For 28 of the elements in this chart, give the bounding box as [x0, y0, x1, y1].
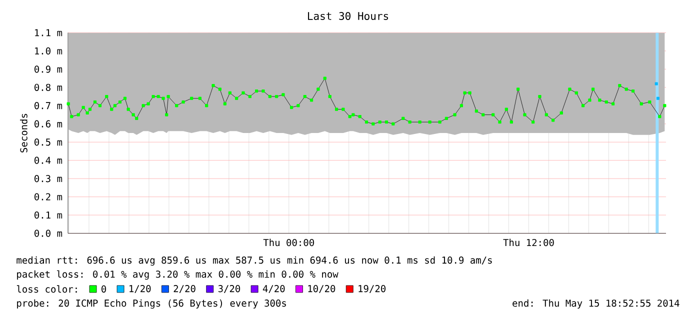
x-tick-label: Thu 00:00	[263, 238, 314, 246]
legend-label: 4/20	[262, 285, 285, 293]
legend-label: 1/20	[130, 285, 151, 293]
legend-label: 19/20	[358, 285, 386, 293]
x-tick-label: Thu 12:00	[503, 238, 554, 246]
y-tick-label: 0.4 m	[34, 156, 62, 164]
y-tick-label: 0.6 m	[34, 120, 62, 128]
y-tick-label: 1.0 m	[35, 47, 62, 55]
y-axis-title: Seconds	[20, 114, 28, 152]
legend-label: 0	[102, 285, 106, 293]
y-tick-label: 1.1 m	[35, 29, 62, 36]
text: end: Thu May 15 18:52:55 2014	[512, 299, 680, 309]
text: median rtt: 696.6 us avg 859.6 us max 587.5 us min 694.6 us now 0.1 ms sd 10.9 am/s	[16, 256, 492, 266]
y-tick-label: 0.1 m	[34, 211, 62, 219]
y-tick-label: 0.2 m	[34, 193, 62, 200]
legend-label: 10/20	[308, 285, 336, 293]
y-tick-label: 0.8 m	[34, 84, 62, 92]
legend-label: 2/20	[174, 285, 196, 293]
y-tick-label: 0.7 m	[34, 102, 62, 110]
text: probe: 20 ICMP Echo Pings (56 Bytes) every 300s	[17, 299, 286, 309]
text: packet loss: 0.01 % avg 3.20 % max 0.00 % min 0.00 % now	[17, 270, 338, 280]
legend-label: 3/20	[218, 285, 240, 293]
legend-title: loss color:	[16, 285, 77, 293]
chart-title: Last 30 Hours	[308, 12, 388, 20]
y-tick-label: 0.9 m	[34, 66, 62, 73]
y-tick-label: 0.5 m	[34, 138, 62, 146]
y-tick-label: 0.0 m	[34, 230, 62, 237]
y-tick-label: 0.3 m	[34, 175, 62, 182]
